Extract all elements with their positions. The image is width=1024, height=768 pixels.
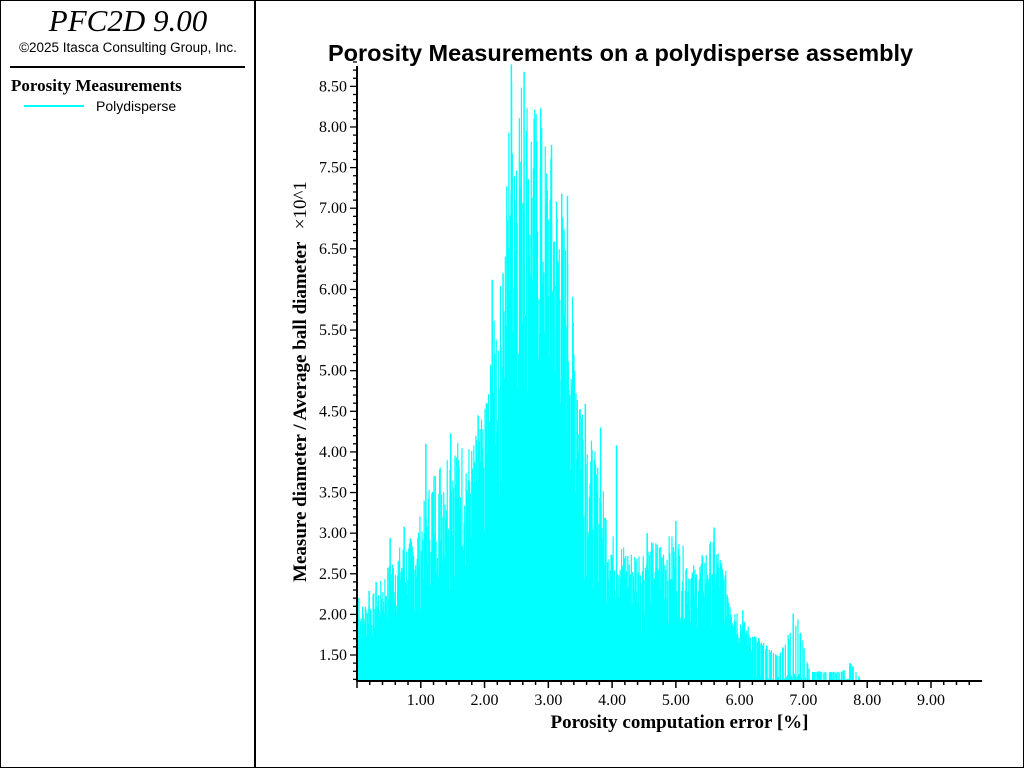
y-axis-label: Measure diameter / Average ball diameter… xyxy=(290,181,311,582)
y-axis-multiplier: ×10^1 xyxy=(290,181,311,229)
x-tick-label: 8.00 xyxy=(853,692,881,709)
y-tick-label: 1.50 xyxy=(319,647,347,664)
y-tick-label: 2.00 xyxy=(319,606,347,623)
y-tick-label: 6.00 xyxy=(319,281,347,298)
y-tick-label: 5.00 xyxy=(319,363,347,380)
y-tick-label: 7.00 xyxy=(319,200,347,217)
x-tick-label: 1.00 xyxy=(407,692,435,709)
y-axis-label-text: Measure diameter / Average ball diameter xyxy=(290,241,311,582)
x-tick-label: 3.00 xyxy=(534,692,562,709)
data-layer xyxy=(357,64,861,681)
y-tick-label: 4.50 xyxy=(319,403,347,420)
y-tick-label: 7.50 xyxy=(319,160,347,177)
y-tick-label: 6.50 xyxy=(319,241,347,258)
x-tick-label: 7.00 xyxy=(789,692,817,709)
y-tick-label: 8.50 xyxy=(319,78,347,95)
legend-label-polydisperse: Polydisperse xyxy=(96,98,177,114)
legend-title: Porosity Measurements xyxy=(11,76,182,95)
copyright-text: ©2025 Itasca Consulting Group, Inc. xyxy=(19,40,237,55)
plot-area: 1.00 2.00 3.00 4.00 5.00 6.00 7.00 8.00 9.00 1.50… xyxy=(290,61,982,733)
x-axis-label: Porosity computation error [%] xyxy=(550,712,808,733)
y-tick-label: 3.50 xyxy=(319,485,347,502)
x-tick-label: 6.00 xyxy=(726,692,754,709)
chart-title: Porosity Measurements on a polydisperse … xyxy=(328,40,914,66)
x-tick-label: 2.00 xyxy=(471,692,499,709)
x-tick-label: 5.00 xyxy=(662,692,690,709)
y-tick-label: 3.00 xyxy=(319,525,347,542)
app-title: PFC2D 9.00 xyxy=(48,3,208,38)
legend-panel: PFC2D 9.00 ©2025 Itasca Consulting Group… xyxy=(0,0,256,768)
y-tick-label: 2.50 xyxy=(319,566,347,583)
x-tick-label: 4.00 xyxy=(598,692,626,709)
axis-ticks: 1.00 2.00 3.00 4.00 5.00 6.00 7.00 8.00 9.00 1.50… xyxy=(319,61,970,709)
x-tick-label: 9.00 xyxy=(917,692,945,709)
series-polydisperse-bars xyxy=(357,82,861,681)
legend-swatch-polydisperse xyxy=(24,105,84,107)
y-tick-label: 4.00 xyxy=(319,444,347,461)
y-tick-label: 5.50 xyxy=(319,322,347,339)
y-tick-label: 8.00 xyxy=(319,119,347,136)
legend-divider xyxy=(10,66,245,68)
